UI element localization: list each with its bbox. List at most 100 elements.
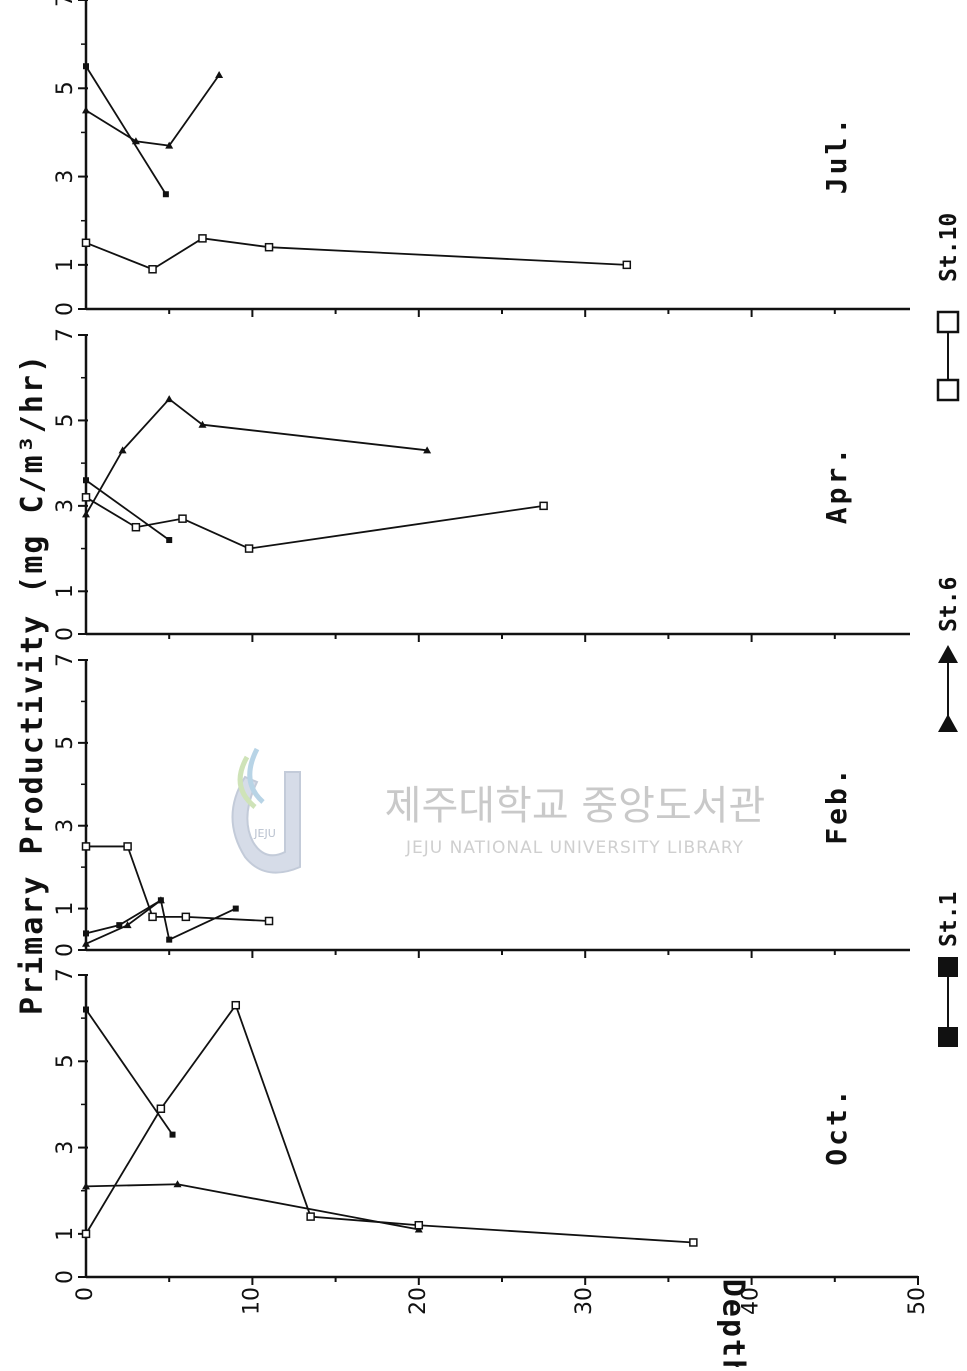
series-st10-line (86, 845, 270, 922)
y-tick-label: 5 (53, 736, 78, 750)
series-st6-point (423, 446, 432, 454)
panel-month-label: Feb. (820, 765, 853, 844)
panel-month-label: Jul. (820, 115, 853, 194)
series-st10-point (81, 842, 91, 851)
series-st10-line (85, 496, 544, 550)
series-st10-point (264, 242, 274, 252)
x-axis-title: Depth(m) (716, 1279, 751, 1367)
series-st10-point (181, 912, 191, 922)
x-tick-label: 10 (239, 1287, 264, 1315)
y-tick-label: 5 (53, 1054, 78, 1068)
legend-marker (938, 1027, 958, 1047)
series-st10-point (231, 1000, 241, 1010)
series-st6-point (165, 395, 174, 403)
y-tick-label: 3 (53, 819, 78, 833)
legend-marker (936, 310, 960, 334)
series-st6-point (215, 71, 224, 79)
series-st6-point (198, 420, 207, 428)
series-st10-point (264, 916, 274, 926)
series-st10-point (156, 1104, 166, 1113)
series-st1-point (169, 1131, 176, 1138)
y-tick-label: 3 (53, 1141, 78, 1155)
series-st10-point (148, 912, 157, 922)
panel-jul: 0 1 3 5 7 Jul. (53, 0, 910, 317)
y-tick-label: 0 (53, 1270, 78, 1284)
series-st10-point (81, 238, 91, 248)
legend-label: St.6 (936, 577, 962, 632)
series-st1-line (85, 65, 167, 195)
series-st6-point (156, 896, 165, 904)
series-st10-point (178, 514, 187, 523)
x-tick-label: 40 (739, 1287, 764, 1315)
series-st10-point (306, 1212, 315, 1221)
legend-marker (936, 378, 960, 402)
y-tick-label: 0 (53, 943, 78, 957)
panel-apr: 0 1 3 5 7 Apr. (53, 328, 910, 642)
series-st10-point (148, 265, 157, 274)
y-tick-label: 0 (53, 302, 78, 316)
series-st6-line (85, 397, 428, 515)
y-tick-label: 1 (53, 584, 78, 598)
series-st10-point (81, 1229, 91, 1239)
legend: St.1 St.6 St.10 (936, 213, 962, 1047)
y-tick-label: 1 (53, 902, 78, 916)
x-tick-label: 0 (73, 1287, 98, 1301)
series-st10-point (123, 842, 132, 851)
legend-label: St.10 (936, 213, 962, 282)
y-tick-label: 1 (53, 1227, 78, 1241)
series-st1-point (83, 930, 89, 937)
y-tick-label: 0 (53, 627, 78, 641)
series-st6-point (165, 141, 174, 149)
panel-oct: 0 1 3 5 7 Oct. (53, 968, 919, 1285)
watermark-title: 제주대학교 중앙도서관 (385, 783, 766, 829)
y-tick-label: 1 (53, 258, 78, 272)
series-st1-point (166, 537, 173, 544)
series-st10-line (85, 1003, 694, 1244)
legend-marker (938, 714, 958, 732)
legend-item-st6: St.6 (936, 577, 962, 732)
plot-layer: 0 1 3 5 7 Jul. 0 1 3 5 7 Apr. 0 1 3 5 7 Feb. 0 1 3 5 7 Oct. (53, 0, 919, 1285)
y-tick-label: 5 (53, 413, 78, 427)
series-st10-point (622, 260, 632, 270)
series-st1-point (232, 905, 239, 912)
series-st6-line (85, 74, 220, 147)
series-st1-point (83, 63, 89, 70)
series-st6-point (173, 1180, 182, 1188)
series-st6-point (118, 446, 127, 454)
series-st6-point (131, 137, 140, 145)
series-st6-point (82, 510, 90, 518)
series-st10-point (414, 1220, 424, 1230)
legend-marker (938, 957, 958, 977)
series-st1-point (83, 477, 89, 484)
y-tick-label: 7 (53, 328, 78, 342)
series-st6-point (82, 106, 90, 114)
library-logo: JEJU (231, 747, 301, 874)
series-st1-point (116, 922, 123, 929)
watermark-subtitle: JEJU NATIONAL UNIVERSITY LIBRARY (405, 838, 744, 858)
library-watermark: JEJU 제주대학교 중앙도서관 JEJU NATIONAL UNIVERSIT… (231, 747, 766, 874)
x-tick-label: 50 (905, 1287, 930, 1315)
series-st6-point (123, 921, 132, 929)
series-st10-point (244, 544, 254, 553)
series-st1-line (85, 479, 170, 541)
panel-month-label: Oct. (820, 1086, 853, 1165)
series-st1-point (162, 191, 169, 198)
series-st10-point (689, 1238, 698, 1247)
series-st10-line (85, 237, 627, 271)
watermark-logo-text: JEJU (253, 827, 276, 840)
series-st6-point (82, 939, 90, 947)
y-tick-label: 7 (53, 653, 78, 667)
y-tick-label: 5 (53, 81, 78, 95)
legend-marker (938, 645, 958, 663)
series-st10-point (539, 501, 548, 511)
legend-item-st10: St.10 (936, 213, 962, 402)
series-st6-line (85, 1183, 419, 1231)
panel-feb: 0 1 3 5 7 Feb. (53, 653, 910, 958)
series-st1-line (85, 1009, 174, 1136)
series-st10-point (131, 522, 141, 532)
rotated-chart-group: JEJU 제주대학교 중앙도서관 JEJU NATIONAL UNIVERSIT… (15, 0, 962, 1371)
y-tick-label: 7 (53, 968, 78, 982)
series-st1-point (83, 1006, 89, 1013)
